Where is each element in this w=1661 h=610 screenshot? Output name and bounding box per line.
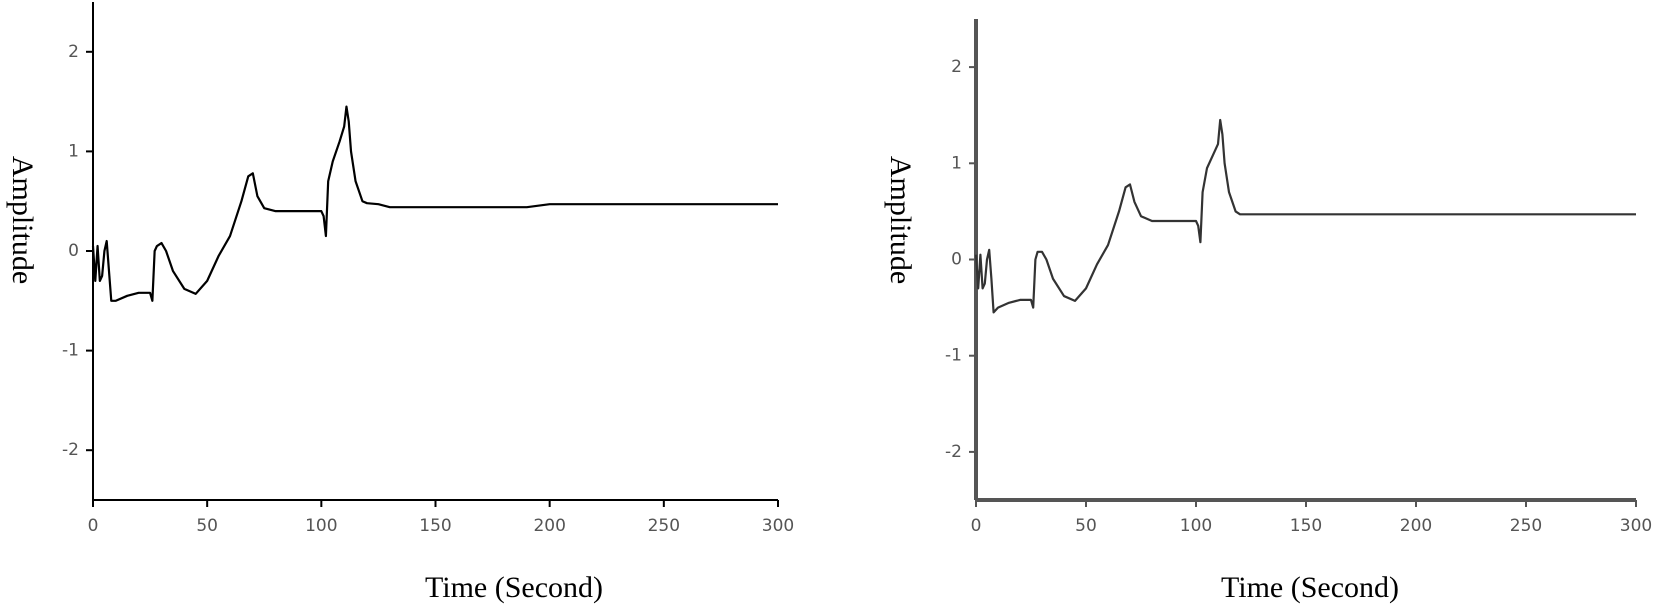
y-tick-label: 0 [68, 241, 79, 261]
x-tick-label: 200 [1400, 516, 1432, 536]
x-tick-label: 0 [971, 516, 982, 536]
y-tick-label: 0 [951, 250, 962, 270]
x-axis-title: Time (Second) [1221, 571, 1399, 604]
data-line [91, 105, 778, 302]
y-axis-title: Amplitude [6, 156, 39, 284]
y-tick-label: 2 [68, 42, 79, 62]
x-axis-title: Time (Second) [425, 571, 603, 604]
x-tick-label: 300 [762, 516, 794, 536]
y-tick-label: 1 [68, 141, 79, 161]
x-tick-label: 250 [1510, 516, 1542, 536]
x-tick-label: 0 [88, 516, 99, 536]
x-tick-label: 100 [1180, 516, 1212, 536]
x-tick-label: 300 [1620, 516, 1652, 536]
x-tick-label: 50 [196, 516, 218, 536]
y-tick-label: -2 [62, 440, 79, 460]
x-tick-label: 200 [533, 516, 565, 536]
y-tick-label: 1 [951, 153, 962, 173]
y-tick-label: 2 [951, 57, 962, 77]
y-tick-label: -2 [945, 442, 962, 462]
x-tick-label: 250 [648, 516, 680, 536]
x-tick-label: 100 [305, 516, 337, 536]
data-line [974, 118, 1636, 314]
y-tick-label: -1 [945, 346, 962, 366]
y-axis-title: Amplitude [884, 156, 917, 284]
x-tick-label: 150 [419, 516, 451, 536]
y-tick-label: -1 [62, 341, 79, 361]
x-tick-label: 50 [1075, 516, 1097, 536]
x-tick-label: 150 [1290, 516, 1322, 536]
